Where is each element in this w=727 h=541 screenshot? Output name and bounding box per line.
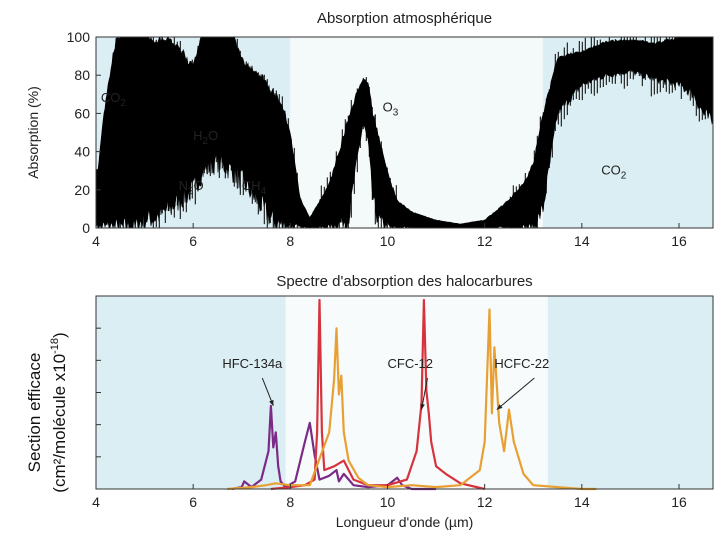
background-band: [96, 296, 286, 489]
arrow-head: [420, 403, 425, 410]
y-tick-label: 20: [74, 182, 90, 198]
y-tick-label: 80: [74, 67, 90, 83]
spectrum-series: [227, 298, 597, 491]
x-tick-label: 16: [671, 233, 687, 249]
chart-halocarbon-spectrum: 4 6 8 10 12 14 16 HFC-134a CFC-12 HCFC-22 Spectr…: [25, 273, 714, 530]
x-tick-label: 16: [671, 494, 687, 510]
gas-label: N2O: [179, 178, 204, 197]
x-axis-ticks: 4 6 8 10 12 14 16: [92, 484, 687, 510]
y-tick-label: 60: [74, 105, 90, 121]
gas-annotations: CO2 H2O N2O CH4 O3 CO2: [101, 90, 627, 197]
y-tick-label: 0: [82, 220, 90, 236]
x-tick-label: 12: [477, 233, 493, 249]
y-axis-ticks: [96, 327, 101, 458]
x-tick-label: 14: [574, 494, 590, 510]
absorption-envelope: [95, 35, 714, 229]
chart-title: Absorption atmosphérique: [317, 10, 492, 27]
y-axis-label: Absorption (%): [25, 86, 41, 179]
x-axis-ticks: 4 6 8 10 12 14 16: [92, 223, 687, 249]
arrow-line: [496, 377, 535, 411]
x-tick-label: 4: [92, 494, 100, 510]
x-tick-label: 4: [92, 233, 100, 249]
y-axis-label: Section efficace (cm²/molécule x10-18): [25, 332, 69, 492]
x-tick-label: 10: [380, 233, 396, 249]
y-tick-label: 40: [74, 144, 90, 160]
x-tick-label: 6: [189, 494, 197, 510]
gas-label: CH4: [242, 178, 267, 197]
gas-label: O3: [383, 99, 399, 118]
x-tick-label: 14: [574, 233, 590, 249]
y-axis-label-line1: Section efficace: [25, 353, 44, 473]
gas-label: H2O: [193, 128, 218, 147]
y-axis-ticks: 0 20 40 60 80 100: [67, 29, 101, 236]
x-axis-label: Longueur d'onde (µm): [336, 514, 474, 530]
x-tick-label: 12: [477, 494, 493, 510]
background-band: [547, 296, 713, 489]
spectrum-line: [227, 308, 597, 491]
arrow-head: [496, 404, 503, 410]
background-band: [285, 296, 548, 489]
y-axis-label-line2: (cm²/molécule x10-18): [49, 332, 69, 492]
x-tick-label: 10: [380, 494, 396, 510]
y-tick-label: 100: [67, 29, 91, 45]
background-bands: [96, 296, 713, 489]
compound-label: HFC-134a: [222, 356, 283, 371]
compound-label: HCFC-22: [494, 356, 549, 371]
x-tick-label: 8: [286, 233, 294, 249]
compound-annotations: HFC-134a CFC-12 HCFC-22: [222, 356, 549, 411]
arrow-head: [269, 399, 274, 406]
gas-label: CO2: [101, 90, 127, 109]
compound-label: CFC-12: [387, 356, 433, 371]
chart-title: Spectre d'absorption des halocarbures: [276, 273, 532, 290]
x-tick-label: 8: [286, 494, 294, 510]
x-tick-label: 6: [189, 233, 197, 249]
plot-frame: [95, 36, 714, 229]
gas-label: CO2: [601, 163, 627, 182]
